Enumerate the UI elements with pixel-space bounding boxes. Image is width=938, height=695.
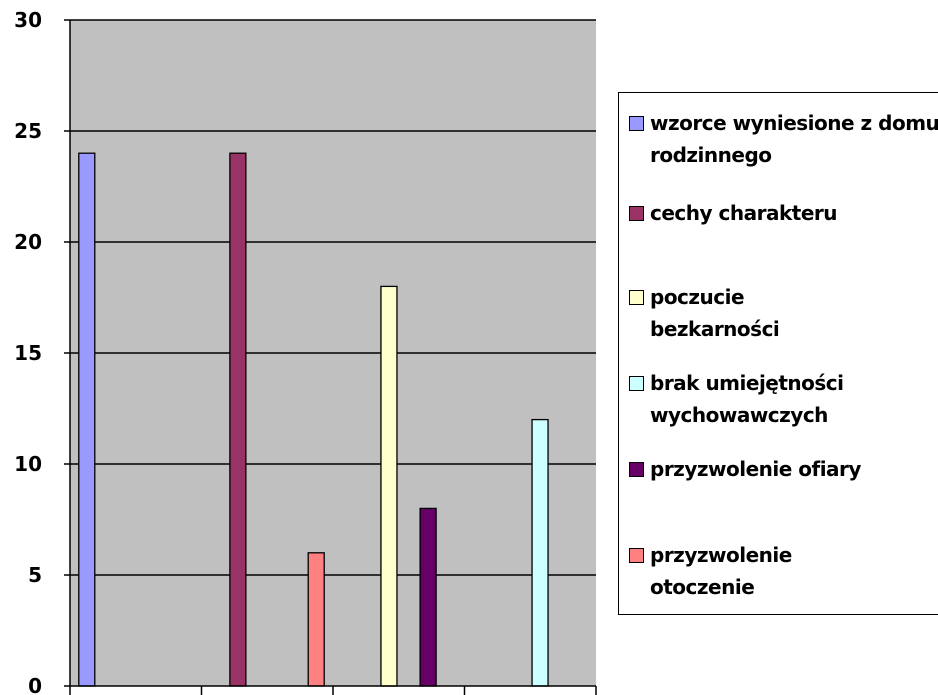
- bars: [78, 152, 549, 687]
- legend-label: przyzwolenie otoczenie: [650, 543, 792, 599]
- legend-item: cechy charakteru: [629, 197, 938, 229]
- y-tick-label: 20: [14, 230, 42, 254]
- legend-swatch: [629, 290, 644, 305]
- y-tick-label: 10: [14, 452, 42, 476]
- legend-label: cechy charakteru: [650, 201, 838, 225]
- legend-item: wzorce wyniesione z domu rodzinnego: [629, 107, 938, 171]
- bar: [531, 418, 549, 687]
- y-tick-label: 30: [14, 8, 42, 32]
- legend-item: przyzwolenie ofiary: [629, 453, 938, 485]
- y-axis-ticks: 0 5 10 15 20 25 30: [14, 8, 70, 695]
- legend-swatch: [629, 376, 644, 391]
- y-tick-label: 25: [14, 119, 42, 143]
- y-tick-label: 15: [14, 341, 42, 365]
- bar: [307, 552, 325, 687]
- legend-swatch: [629, 548, 644, 563]
- legend-label: przyzwolenie ofiary: [650, 457, 861, 481]
- bar: [380, 285, 398, 687]
- legend-swatch: [629, 462, 644, 477]
- bar: [419, 507, 437, 687]
- legend-swatch: [629, 116, 644, 131]
- legend-swatch: [629, 206, 644, 221]
- bar: [78, 152, 96, 687]
- legend-label: wzorce wyniesione z domu rodzinnego: [650, 111, 938, 167]
- gridlines: [70, 19, 596, 576]
- y-tick-label: 0: [28, 674, 42, 695]
- legend-item: przyzwolenie otoczenie: [629, 539, 820, 603]
- legend-label: brak umiejętności wychowawczych: [650, 371, 844, 427]
- legend: wzorce wyniesione z domu rodzinnego cech…: [618, 92, 938, 615]
- legend-item: poczucie bezkarności: [629, 281, 800, 345]
- bar: [229, 152, 247, 687]
- y-tick-label: 5: [28, 563, 42, 587]
- x-axis-ticks: [69, 685, 597, 695]
- legend-label: poczucie bezkarności: [650, 285, 780, 341]
- legend-item: brak umiejętności wychowawczych: [629, 367, 910, 431]
